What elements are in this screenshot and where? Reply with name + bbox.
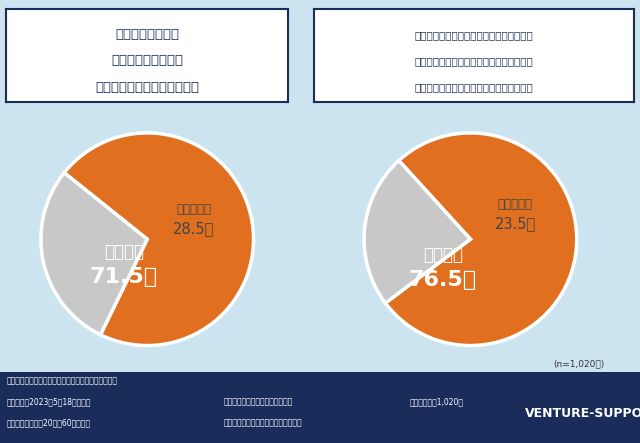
Wedge shape — [64, 133, 253, 346]
Text: 76.5％: 76.5％ — [409, 270, 477, 290]
Text: 28.5％: 28.5％ — [173, 221, 214, 236]
Wedge shape — [41, 173, 147, 335]
Text: 知らない: 知らない — [423, 246, 463, 264]
Text: 相続税申告後にデジタル資産が見つかった: 相続税申告後にデジタル資産が見つかった — [414, 30, 533, 40]
Text: ・調査対象：全国20代～60代の男女: ・調査対象：全国20代～60代の男女 — [6, 419, 90, 427]
Text: ・調査方法：インターネット調査: ・調査方法：インターネット調査 — [224, 397, 293, 406]
Text: VENTURE-SUPPORT: VENTURE-SUPPORT — [525, 407, 640, 420]
Text: デジタル資産は、: デジタル資産は、 — [115, 28, 179, 41]
Wedge shape — [364, 160, 470, 303]
Text: なることを知っていますか？: なることを知っていますか？ — [95, 81, 199, 93]
Text: 知っている: 知っている — [497, 198, 532, 210]
Text: などが必要となることを知っていますか？: などが必要となることを知っていますか？ — [414, 82, 533, 92]
Text: ・調査人数：1,020人: ・調査人数：1,020人 — [410, 397, 463, 406]
Text: 知らない: 知らない — [104, 243, 144, 261]
Text: 相続税の課税対象と: 相続税の課税対象と — [111, 54, 183, 67]
Text: 71.5％: 71.5％ — [90, 268, 158, 288]
Text: 場合、遺産分割協議のやり直しや修正申告: 場合、遺産分割協議のやり直しや修正申告 — [414, 56, 533, 66]
Text: (n=1,020人): (n=1,020人) — [554, 360, 605, 369]
Text: 《調査概要：「デジタル資産の管理」に関する調査》: 《調査概要：「デジタル資産の管理」に関する調査》 — [6, 376, 117, 385]
Text: ・モニター提供元：ゼネラルリサーチ: ・モニター提供元：ゼネラルリサーチ — [224, 419, 303, 427]
Wedge shape — [385, 133, 577, 346]
Text: ・調査日：2023年5月18日（木）: ・調査日：2023年5月18日（木） — [6, 397, 91, 406]
Text: 知っている: 知っている — [177, 203, 211, 216]
Text: 23.5％: 23.5％ — [495, 216, 536, 231]
